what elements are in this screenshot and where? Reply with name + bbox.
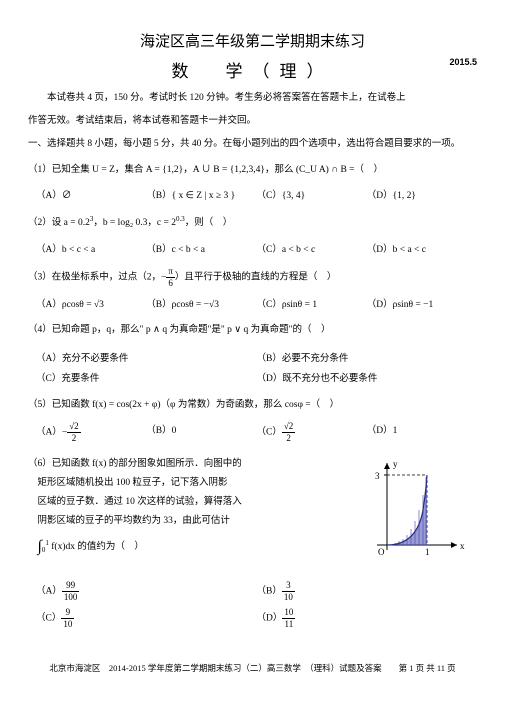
- q6-line3: 区域的豆子数．通过 10 次这样的试验，算得落入: [28, 493, 347, 512]
- subject-title: 数 学（理）: [172, 57, 334, 82]
- main-title: 海淀区高三年级第二学期期末练习: [28, 30, 477, 51]
- q5-opta-den: 2: [67, 432, 80, 443]
- q1-text: （1）已知全集 U = Z，集合 A = {1,2}，A ∪ B = {1,2,…: [28, 165, 383, 175]
- q4-opt-d: （D）既不充分也不必要条件: [257, 370, 478, 384]
- q6a-num: 99: [62, 581, 80, 591]
- question-3: （3）在极坐标系中，过点（2，−π6）且平行于极轴的直线的方程是（ ）: [28, 267, 477, 288]
- int-lower: 0: [42, 546, 46, 554]
- q1-opt-a: （A）∅: [36, 187, 146, 201]
- q6c-num: 9: [61, 608, 74, 618]
- q6-opt-d: （D）1011: [257, 608, 478, 629]
- q6d-den: 11: [282, 618, 295, 629]
- q5-optc-den: 2: [282, 432, 295, 443]
- q3-options: （A）ρcosθ = √3 （B）ρcosθ = −√3 （C）ρsinθ = …: [36, 296, 477, 310]
- q4-opt-a: （A）充分不必要条件: [36, 350, 257, 364]
- q1-opt-b: （B）{ x ∈ Z | x ≥ 3 }: [146, 187, 256, 201]
- q6c-den: 10: [61, 618, 74, 629]
- q1-options: （A）∅ （B）{ x ∈ Z | x ≥ 3 } （C）{3, 4} （D）{…: [36, 187, 477, 201]
- q3-frac: π6: [166, 267, 175, 288]
- intro-line-2: 作答无效。考试结束后，将本试卷和答题卡一并交回。: [28, 113, 477, 130]
- shaded-region: [387, 475, 427, 545]
- y-tick-3: 3: [375, 471, 380, 481]
- question-5: （5）已知函数 f(x) = cos(2x + φ)（φ 为常数）为奇函数，那么…: [28, 397, 477, 414]
- intro-line-1: 本试卷共 4 页，150 分。考试时长 120 分钟。考生务必将答案答在答题卡上…: [28, 90, 477, 107]
- q6a-den: 100: [62, 591, 80, 602]
- q6-integral-line: ∫01 f(x)dx 的值约为（ ）: [28, 531, 347, 563]
- q6-line2: 矩形区域随机投出 100 粒豆子，记下落入阴影: [28, 474, 347, 493]
- q2-prefix: （2）设 a = 0.2: [28, 219, 90, 229]
- x-tick-1: 1: [425, 547, 430, 557]
- question-4: （4）已知命题 p，q，那么" p ∧ q 为真命题"是" p ∨ q 为真命题…: [28, 322, 477, 339]
- q5-optc-prefix: （C）: [257, 428, 282, 438]
- q6-line5: f(x)dx 的值约为（ ）: [49, 542, 144, 552]
- x-label: x: [460, 541, 465, 551]
- question-2: （2）设 a = 0.23，b = log₂ 0.3，c = 20.3，则（ ）: [28, 213, 477, 232]
- q6d-num: 10: [282, 608, 295, 618]
- q5-opt-d: （D）1: [367, 422, 477, 443]
- q3-opt-b: （B）ρcosθ = −√3: [146, 296, 256, 310]
- q6b-den: 10: [282, 591, 295, 602]
- q6-options: （A）99100 （B）310 （C）910 （D）1011: [36, 578, 477, 632]
- q2-mid: ，b = log₂ 0.3，c = 2: [93, 219, 176, 229]
- section-1-heading: 一、选择题共 8 小题，每小题 5 分，共 40 分。在每小题列出的四个选项中，…: [28, 136, 477, 152]
- q4-options: （A）充分不必要条件 （B）必要不充分条件 （C）充要条件 （D）既不充分也不必…: [36, 347, 477, 387]
- q6-opt-b: （B）310: [257, 581, 478, 602]
- q1-opt-d: （D）{1, 2}: [367, 187, 477, 201]
- graph-svg: x y O 1 3: [347, 455, 467, 565]
- q6-line1: （6）已知函数 f(x) 的部分图象如图所示．向图中的: [28, 455, 347, 474]
- q2-opt-a: （A）b < c < a: [36, 241, 146, 255]
- q3-opt-d: （D）ρsinθ = −1: [367, 296, 477, 310]
- q5-opta-prefix: （A）−: [36, 428, 67, 438]
- q2-suffix: ，则（ ）: [185, 219, 233, 229]
- q3-prefix: （3）在极坐标系中，过点（2，−: [28, 272, 166, 282]
- q2-options: （A）b < c < a （B）c < b < a （C）a < b < c （…: [36, 241, 477, 255]
- q6-text-block: （6）已知函数 f(x) 的部分图象如图所示．向图中的 矩形区域随机投出 100…: [28, 455, 347, 568]
- origin-label: O: [378, 547, 385, 557]
- q4-opt-c: （C）充要条件: [36, 370, 257, 384]
- x-arrow-icon: [451, 542, 457, 548]
- q6-graph: x y O 1 3: [347, 455, 477, 568]
- q5-options: （A）−√22 （B）0 （C）√22 （D）1: [36, 422, 477, 443]
- q2-exp-c: 0.3: [176, 215, 185, 223]
- q6-opt-c: （C）910: [36, 608, 257, 629]
- q3-opt-a: （A）ρcosθ = √3: [36, 296, 146, 310]
- q2-opt-b: （B）c < b < a: [146, 241, 256, 255]
- page-footer: 北京市海淀区 2014-2015 学年度第二学期期末练习（二）高三数学 （理科）…: [28, 662, 477, 674]
- q6b-num: 3: [282, 581, 295, 591]
- q5-optc-frac: √22: [282, 422, 295, 443]
- y-arrow-icon: [384, 463, 390, 469]
- q5-opta-frac: √22: [67, 422, 80, 443]
- question-1: （1）已知全集 U = Z，集合 A = {1,2}，A ∪ B = {1,2,…: [28, 162, 477, 179]
- q6-line4: 阴影区域的豆子的平均数约为 33，由此可估计: [28, 512, 347, 531]
- subtitle-row: 数 学（理） 2015.5: [28, 57, 477, 82]
- q5-opta-num: √2: [67, 422, 80, 432]
- q5-opt-a: （A）−√22: [36, 422, 146, 443]
- q5-optc-num: √2: [282, 422, 295, 432]
- q1-opt-c: （C）{3, 4}: [257, 187, 367, 201]
- question-6: （6）已知函数 f(x) 的部分图象如图所示．向图中的 矩形区域随机投出 100…: [28, 455, 477, 568]
- q3-suffix: ）且平行于极轴的直线的方程是（ ）: [175, 272, 337, 282]
- q3-frac-den: 6: [166, 277, 175, 288]
- q6-opt-a: （A）99100: [36, 581, 257, 602]
- exam-date: 2015.5: [449, 57, 477, 67]
- q5-opt-c: （C）√22: [257, 422, 367, 443]
- q4-opt-b: （B）必要不充分条件: [257, 350, 478, 364]
- q5-opt-b: （B）0: [146, 422, 256, 443]
- q2-opt-d: （D）b < a < c: [367, 241, 477, 255]
- q2-opt-c: （C）a < b < c: [257, 241, 367, 255]
- q3-frac-num: π: [166, 267, 175, 277]
- q3-opt-c: （C）ρsinθ = 1: [257, 296, 367, 310]
- page-container: 海淀区高三年级第二学期期末练习 数 学（理） 2015.5 本试卷共 4 页，1…: [0, 0, 505, 694]
- y-label: y: [393, 459, 398, 469]
